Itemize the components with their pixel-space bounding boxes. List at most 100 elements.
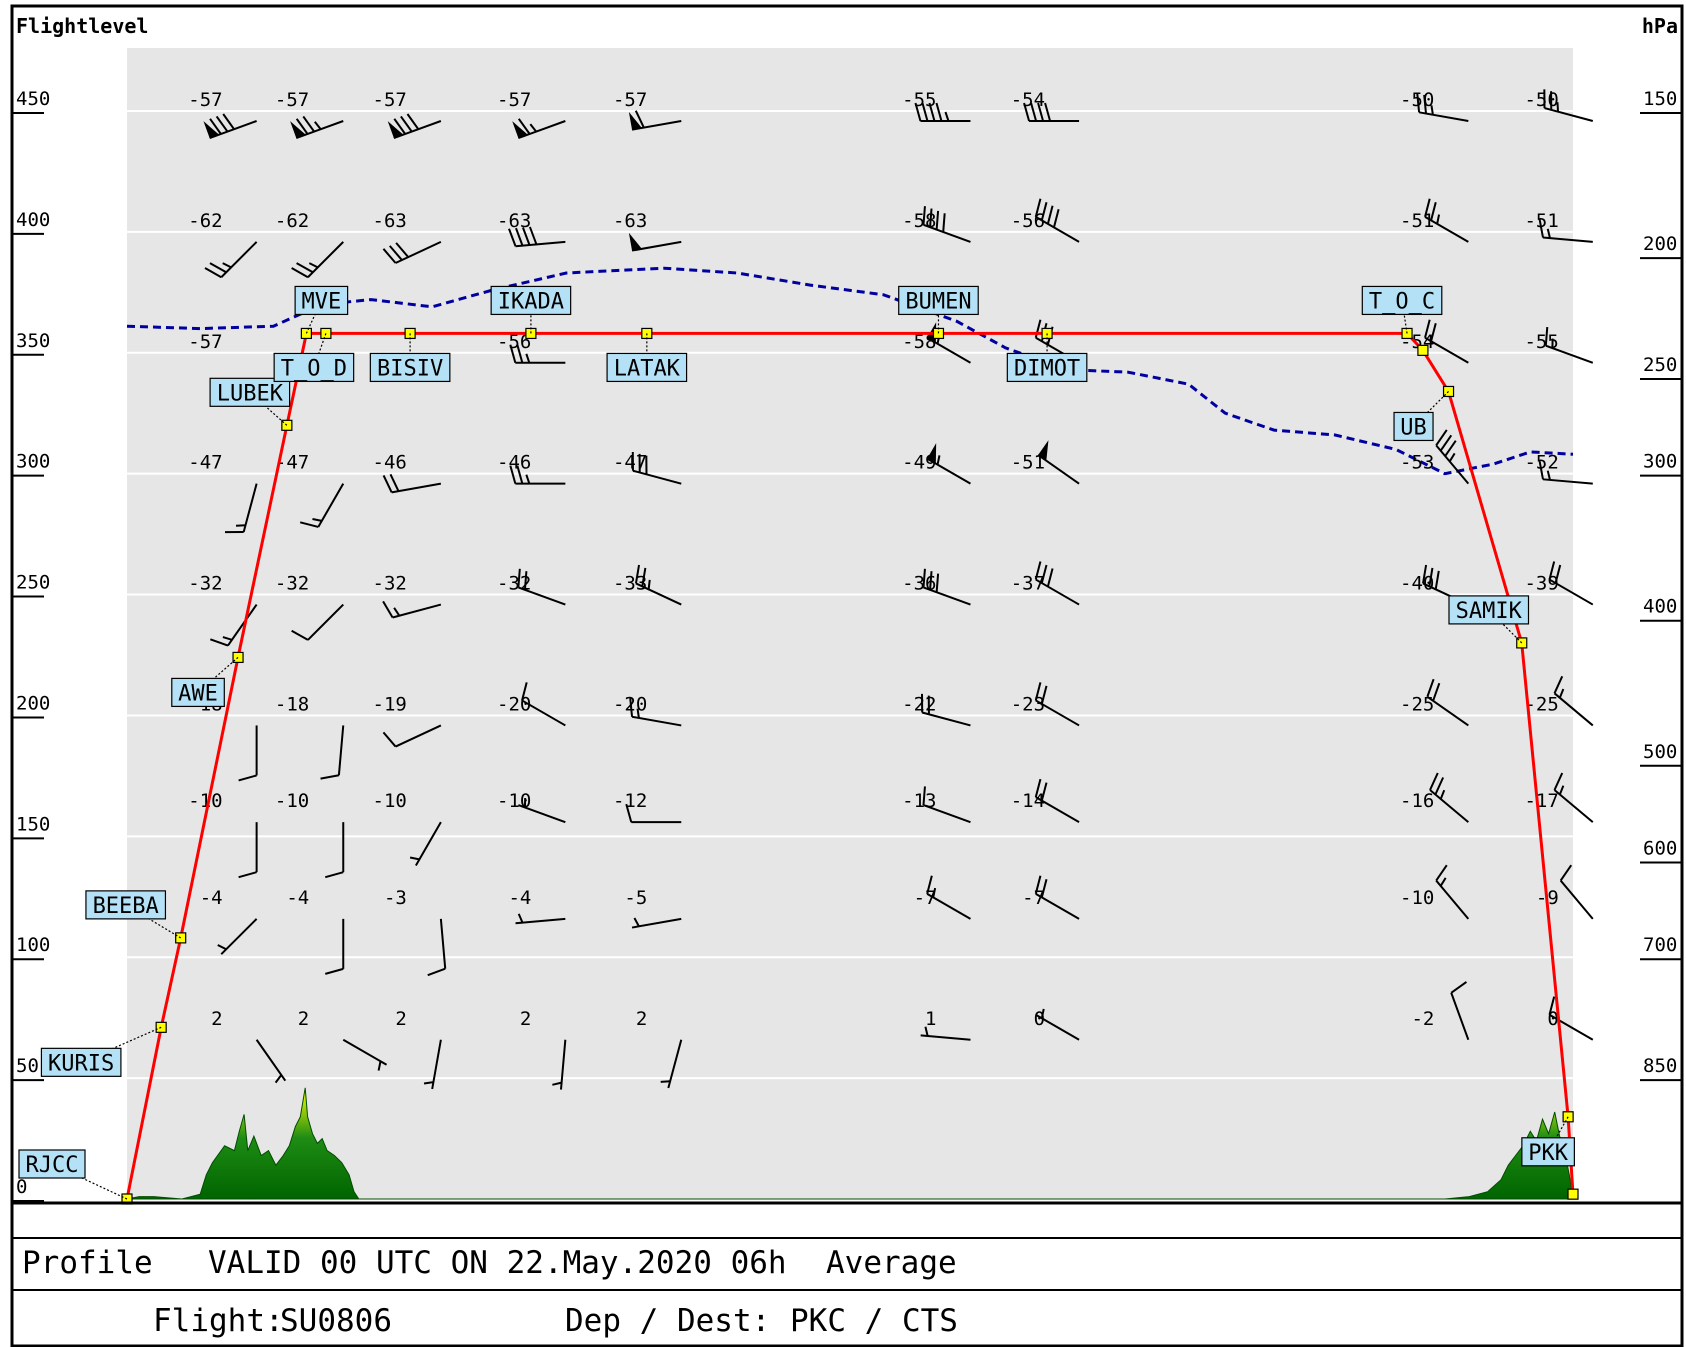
- wind-barb-shaft: [439, 918, 447, 969]
- wind-barb-shaft: [220, 241, 258, 278]
- wind-barb-feather: [1432, 682, 1441, 702]
- tropopause-line: [126, 266, 1574, 476]
- hpa-tick-label-850: 850: [1643, 1055, 1677, 1077]
- wind-barb-feather: [1023, 102, 1031, 122]
- wind-barb: [914, 102, 971, 122]
- waypoint-label-pkk: PKK: [1528, 1141, 1568, 1166]
- wind-barb-shaft: [921, 711, 971, 727]
- temperature-label: -16: [1400, 790, 1434, 812]
- temperature-label: -18: [275, 693, 309, 715]
- wind-barb-shaft: [392, 603, 442, 619]
- wind-barb-feather: [515, 227, 524, 246]
- hpa-tick-label-700: 700: [1643, 934, 1677, 956]
- wind-barb-feather: [1553, 675, 1564, 694]
- wind-barb-shaft: [1450, 992, 1470, 1041]
- temperature-label: -33: [613, 573, 647, 595]
- wind-barb-pennant: [628, 111, 642, 130]
- hpa-tick-label-300: 300: [1643, 451, 1677, 473]
- wind-barb-feather: [215, 115, 229, 133]
- temperature-label: -20: [497, 693, 531, 715]
- wind-barb-shaft: [1545, 344, 1594, 364]
- wind-barb-shaft: [1559, 879, 1594, 920]
- wind-barb-feather: [509, 465, 517, 484]
- temperature-label: -10: [373, 790, 407, 812]
- wind-barb: [1429, 772, 1469, 823]
- temperature-label: 2: [395, 1008, 406, 1030]
- wind-barb-feather: [1429, 772, 1439, 791]
- wind-barb-feather: [625, 803, 633, 823]
- wind-barb-feather: [302, 115, 315, 133]
- hpa-tick-label-400: 400: [1643, 596, 1677, 618]
- waypoint-label-dimot: DIMOT: [1014, 356, 1080, 381]
- wind-barb: [1034, 682, 1080, 727]
- waypoint-label-box: [1006, 352, 1088, 383]
- wind-barb-shaft: [395, 240, 442, 264]
- wind-barb: [1450, 981, 1470, 1041]
- temperature-label: -63: [373, 210, 407, 232]
- wind-barb: [423, 1039, 442, 1090]
- waypoint-label-box: [1521, 1137, 1575, 1167]
- waypoint-leader: [1401, 300, 1408, 334]
- temperature-label: -19: [373, 693, 407, 715]
- wind-barb-feather: [1030, 102, 1038, 122]
- temperature-label: -39: [1524, 573, 1558, 595]
- wind-barb-shaft: [1553, 692, 1594, 727]
- wind-barb-half-feather: [525, 353, 531, 364]
- wind-barb-feather: [1422, 564, 1428, 584]
- wind-barb-shaft: [1426, 695, 1469, 727]
- wind-barb: [1037, 440, 1080, 485]
- temperature-label: -62: [188, 210, 222, 232]
- wind-barb-feather: [1416, 93, 1421, 113]
- wind-barb-shaft: [1548, 578, 1594, 606]
- temperature-label: -32: [275, 573, 309, 595]
- wind-barb-half-feather: [1546, 228, 1551, 239]
- wind-barb: [512, 118, 566, 140]
- wind-barb-half-feather: [924, 1026, 929, 1037]
- wind-barb: [921, 693, 971, 727]
- dep-dest-label: Dep / Dest:: [565, 1303, 771, 1339]
- temperature-label: -57: [613, 89, 647, 111]
- wind-barb-feather: [641, 567, 647, 587]
- wind-barb: [320, 725, 345, 780]
- wind-barb-shaft: [667, 1039, 683, 1089]
- wind-barb-shaft: [518, 586, 566, 606]
- waypoint-label-box: [40, 1047, 122, 1077]
- temperature-label: -63: [613, 210, 647, 232]
- wind-barb: [204, 241, 258, 279]
- wind-barb: [1424, 198, 1469, 243]
- wind-barb: [1416, 93, 1469, 122]
- wind-barb-half-feather: [1546, 470, 1551, 481]
- wind-barb-feather: [1548, 561, 1556, 580]
- temperature-label: -32: [188, 573, 222, 595]
- wind-barb-half-feather: [274, 1074, 283, 1084]
- hpa-tick-label-150: 150: [1643, 88, 1677, 110]
- wind-barb-feather: [382, 600, 394, 619]
- wind-barb-feather: [222, 113, 235, 130]
- wind-barb: [238, 822, 258, 879]
- hpa-tick-label-600: 600: [1643, 838, 1677, 860]
- route-path: [125, 331, 1575, 1200]
- route-point: [1567, 1188, 1579, 1200]
- wind-barb: [509, 344, 566, 364]
- wind-barb: [552, 1039, 567, 1090]
- wind-barb-half-feather: [1436, 214, 1441, 225]
- wind-barb-shaft: [220, 918, 258, 955]
- temperature-label: 2: [298, 1008, 309, 1030]
- wind-barb-feather: [1434, 570, 1440, 590]
- wind-barb-pennant: [387, 121, 404, 139]
- wind-barb-half-feather: [647, 579, 651, 590]
- waypoint-label-t_o_d: T_O_D: [281, 356, 347, 381]
- wind-barb-pennant: [628, 232, 642, 251]
- wind-barb-shaft: [227, 603, 258, 647]
- wind-barb-shaft: [1035, 796, 1080, 824]
- waypoint-label-beeba: BEEBA: [93, 894, 159, 919]
- wind-barb-half-feather: [393, 607, 401, 617]
- wind-barb: [324, 918, 345, 975]
- temperature-label: -57: [497, 89, 531, 111]
- wind-barb-feather: [1037, 102, 1045, 122]
- fl-tick-label-450: 450: [16, 88, 50, 110]
- wind-barb-shaft: [518, 804, 566, 824]
- wind-barb-shaft: [631, 715, 682, 727]
- wind-barb: [238, 725, 258, 782]
- temperature-label: -12: [613, 790, 647, 812]
